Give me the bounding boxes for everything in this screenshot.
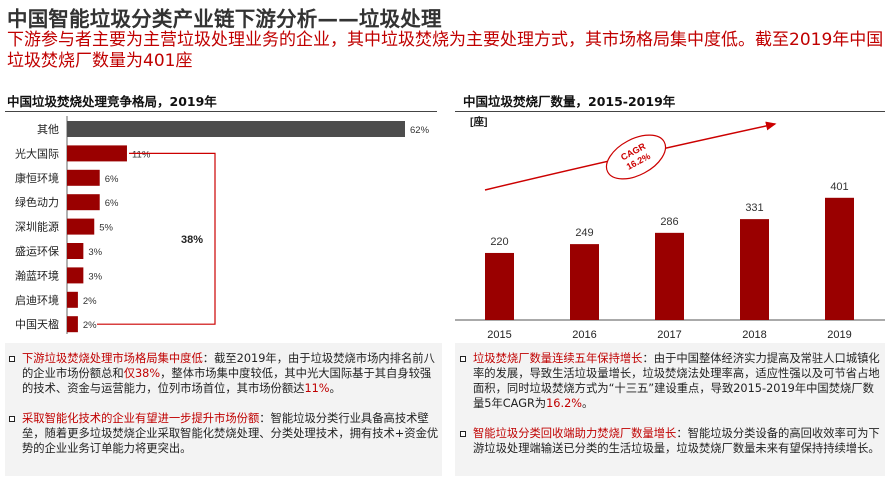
- data-label: 249: [575, 227, 593, 239]
- left-p2-text: ：智能垃圾分类行业具备高技术壁垒，随着更多垃圾焚烧企业采取智能化焚烧处理、分类处…: [22, 412, 439, 455]
- unit-label: [座]: [470, 115, 488, 128]
- x-tick-label: 2017: [657, 329, 681, 341]
- category-label: 深圳能源: [15, 220, 59, 234]
- data-label: 286: [660, 216, 678, 228]
- bar: [655, 232, 684, 320]
- right-p2-text: ：智能垃圾分类设备的高回收效率可为下游垃圾处理端输送已分类的生活垃圾量，垃圾焚烧…: [473, 427, 880, 455]
- data-label: 401: [830, 181, 848, 193]
- right-paragraph-2: 智能垃圾分类回收端助力焚烧厂数量增长：智能垃圾分类设备的高回收效率可为下游垃圾处…: [473, 426, 883, 456]
- left-p1-text-e: 。: [329, 382, 341, 395]
- data-label: 6%: [105, 198, 119, 209]
- data-label: 331: [745, 202, 763, 214]
- right-text-box: 垃圾焚烧厂数量连续五年保持增长：由于中国整体经济实力提高及常驻人口城镇化率的发展…: [455, 343, 885, 476]
- bar: [825, 197, 854, 320]
- right-p2-heading: 智能垃圾分类回收端助力焚烧厂数量增长: [473, 427, 677, 440]
- right-chart-title: 中国垃圾焚烧厂数量，2015-2019年: [463, 94, 676, 109]
- right-p1-highlight-cagr: 16.2%: [546, 397, 582, 410]
- data-label: 220: [490, 236, 508, 248]
- category-label: 光大国际: [15, 146, 59, 160]
- bar: [67, 145, 127, 162]
- bullet-icon: [460, 431, 466, 437]
- left-paragraph-2: 采取智能化技术的企业有望进一步提升市场份额：智能垃圾分类行业具备高技术壁垒，随着…: [22, 411, 439, 456]
- left-chart-title: 中国垃圾焚烧处理竞争格局，2019年: [7, 94, 217, 109]
- right-p1-heading: 垃圾焚烧厂数量连续五年保持增长: [473, 352, 643, 365]
- category-label: 中国天楹: [15, 317, 59, 331]
- bar: [485, 252, 514, 320]
- right-p1-text-c: 。: [582, 397, 594, 410]
- data-label: 2%: [83, 296, 97, 307]
- bar: [67, 267, 84, 284]
- left-paragraph-1: 下游垃圾焚烧处理市场格局集中度低：截至2019年，由于垃圾焚烧市场内排名前八的企…: [22, 351, 439, 396]
- page-title: 中国智能垃圾分类产业链下游分析——垃圾处理: [7, 7, 442, 31]
- left-p1-heading: 下游垃圾焚烧处理市场格局集中度低: [22, 352, 203, 365]
- data-label: 62%: [410, 125, 430, 136]
- bar: [570, 244, 599, 320]
- category-label: 康恒环境: [15, 171, 59, 185]
- right-paragraph-1: 垃圾焚烧厂数量连续五年保持增长：由于中国整体经济实力提高及常驻人口城镇化率的发展…: [473, 351, 883, 411]
- category-label: 盛运环保: [15, 244, 59, 258]
- bar: [67, 194, 100, 211]
- category-label: 瀚蓝环境: [15, 268, 59, 282]
- category-label: 启迪环境: [15, 293, 59, 307]
- bullet-icon: [9, 416, 15, 422]
- bar: [67, 169, 100, 186]
- share-bracket: [97, 152, 216, 325]
- right-divider: [455, 111, 885, 112]
- bullet-icon: [9, 356, 15, 362]
- page-subtitle: 下游参与者主要为主营垃圾处理业务的企业，其中垃圾焚烧为主要处理方式，其市场格局集…: [7, 30, 884, 71]
- bullet-icon: [460, 356, 466, 362]
- data-label: 2%: [83, 320, 97, 331]
- x-tick-label: 2015: [487, 329, 511, 341]
- bar: [67, 243, 84, 259]
- data-label: 6%: [105, 174, 119, 185]
- bar: [740, 219, 769, 320]
- bar: [67, 316, 78, 333]
- x-tick-label: 2016: [572, 329, 596, 341]
- data-label: 11%: [132, 149, 151, 160]
- data-label: 3%: [88, 271, 102, 282]
- left-divider: [5, 111, 437, 112]
- competition-bar-chart: 其他 62% 光大国际 11% 康恒环境 6% 绿色动力 6% 深圳能源 5% 盛运环保 3% 瀚蓝环境…: [15, 116, 430, 334]
- bar: [67, 218, 95, 235]
- bar: [67, 121, 405, 137]
- bar: [67, 291, 78, 308]
- left-p1-text-c: ，整体市场集中度较低，其中光大国际基于其自身较强的技术、资金与运营能力，位列市场…: [22, 367, 432, 395]
- left-p1-text-a: ：截至2019年，由于垃圾焚烧市场内排名前八的企业市场份额总和: [22, 352, 435, 380]
- left-p2-heading: 采取智能化技术的企业有望进一步提升市场份额: [22, 412, 260, 425]
- data-label: 3%: [88, 247, 102, 258]
- right-p1-text-a: ：由于中国整体经济实力提高及常驻人口城镇化率的发展，导致生活垃圾量增长，垃圾焚烧…: [473, 352, 880, 410]
- left-p1-highlight-38: 仅38%: [123, 367, 161, 380]
- category-label: 其他: [37, 123, 59, 136]
- data-label: 5%: [99, 223, 113, 234]
- bracket-label: 38%: [181, 234, 203, 246]
- left-p1-highlight-11: 11%: [304, 382, 330, 395]
- cagr-bubble: [605, 134, 667, 180]
- x-tick-label: 2018: [742, 329, 766, 341]
- left-text-box: 下游垃圾焚烧处理市场格局集中度低：截至2019年，由于垃圾焚烧市场内排名前八的企…: [5, 343, 442, 476]
- x-tick-label: 2019: [827, 329, 851, 341]
- category-label: 绿色动力: [15, 195, 59, 209]
- plant-count-bar-chart: [座]22020152492016286201733120184012019CA…: [455, 115, 885, 341]
